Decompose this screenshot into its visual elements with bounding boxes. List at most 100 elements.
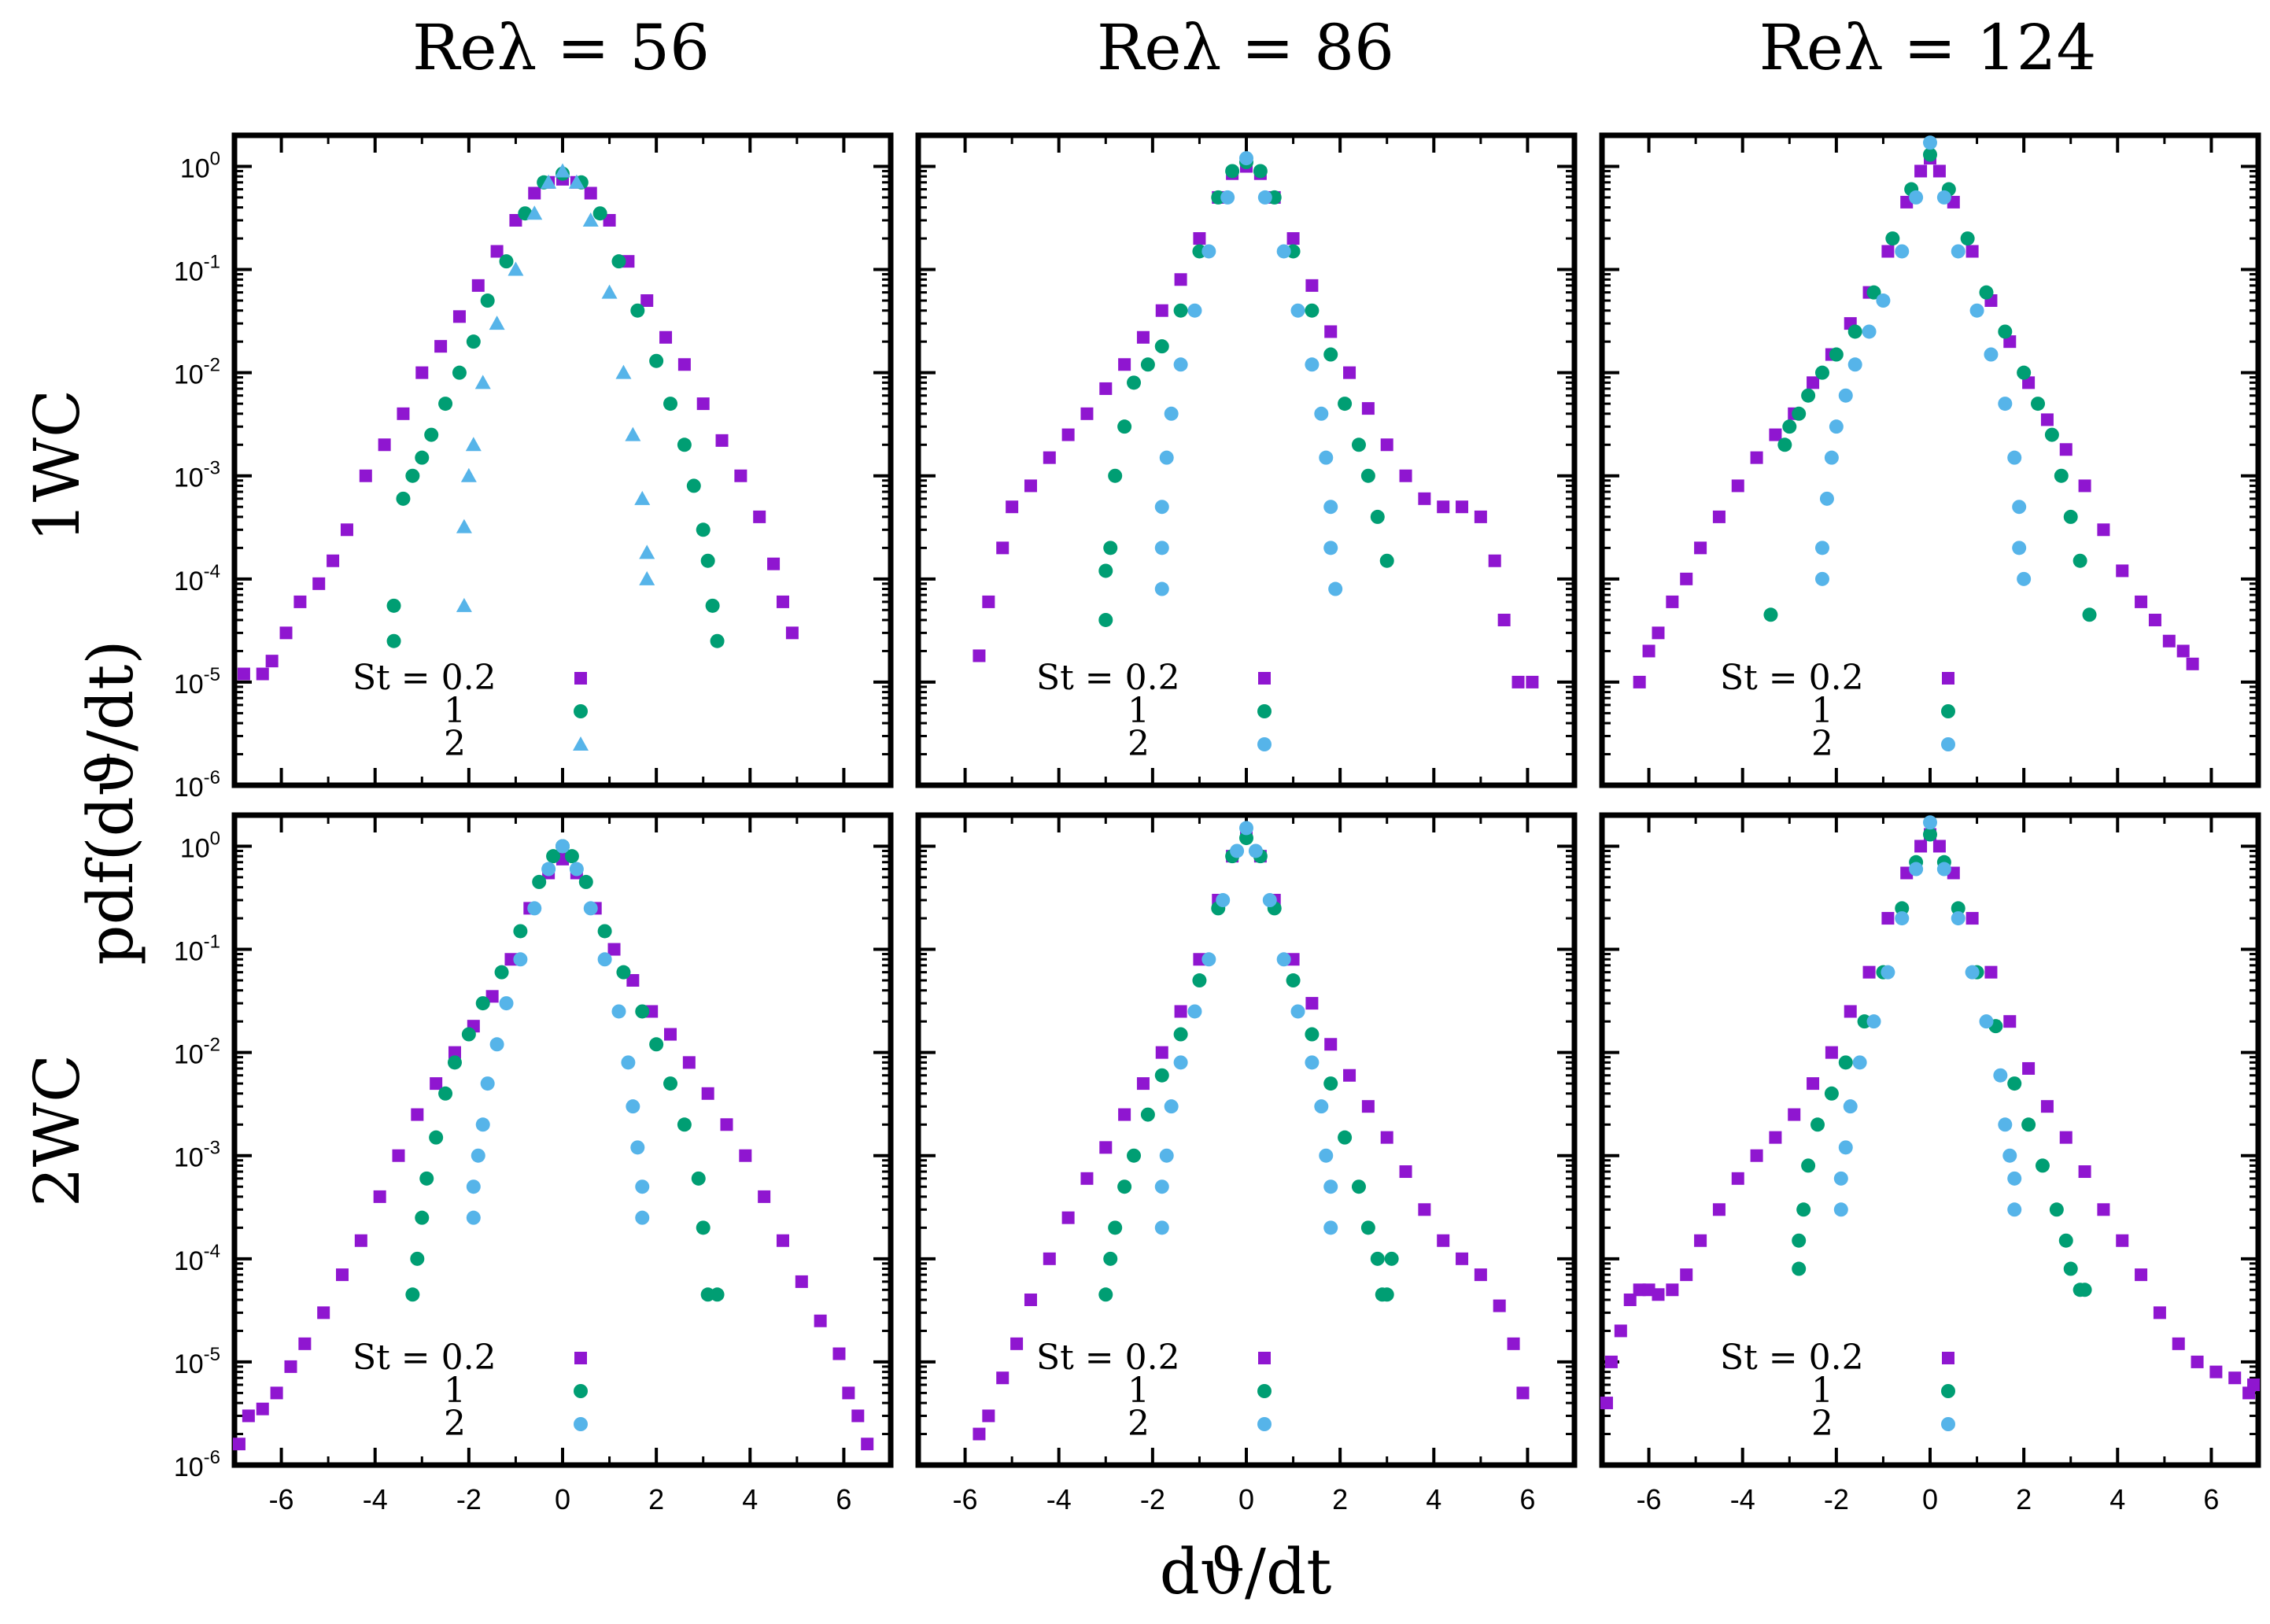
data-point-st-0-2 bbox=[1099, 382, 1113, 395]
legend-label: 2 bbox=[444, 1404, 466, 1444]
data-point-st-1 bbox=[419, 1171, 434, 1186]
data-point-st-1 bbox=[1379, 1287, 1394, 1302]
data-point-st-2 bbox=[456, 597, 472, 612]
data-point-st-2 bbox=[513, 952, 528, 967]
data-point-st-0-2 bbox=[1932, 840, 1946, 853]
data-point-st-0-2 bbox=[312, 577, 326, 590]
data-point-st-0-2 bbox=[1474, 510, 1487, 523]
data-point-st-1 bbox=[466, 334, 481, 349]
data-point-st-0-2 bbox=[1680, 1268, 1693, 1282]
data-point-st-2 bbox=[1998, 1117, 2013, 1132]
panel-1wc-col1: 10-6 10-5 10-4 10-3 10-2 10-1 100 St = 0.212 bbox=[174, 132, 894, 803]
legend-marker bbox=[574, 1352, 587, 1364]
legend-label: 1 bbox=[1128, 1371, 1150, 1411]
data-point-st-2 bbox=[1220, 190, 1235, 205]
data-point-st-1 bbox=[1173, 303, 1188, 318]
data-point-st-0-2 bbox=[973, 1427, 986, 1441]
data-point-st-2 bbox=[1323, 1179, 1338, 1194]
row-label-1wc: 1WC bbox=[20, 389, 94, 542]
legend-marker bbox=[1941, 1384, 1955, 1398]
data-point-st-0-2 bbox=[832, 1347, 846, 1360]
x-tick-label: 6 bbox=[836, 1483, 851, 1515]
data-point-st-1 bbox=[429, 1130, 444, 1145]
data-point-st-1 bbox=[480, 293, 495, 308]
data-point-st-0-2 bbox=[1024, 1293, 1037, 1306]
legend-label: 2 bbox=[1128, 724, 1150, 764]
legend-marker bbox=[574, 1417, 588, 1431]
data-point-st-0-2 bbox=[1881, 245, 1895, 258]
data-point-st-1 bbox=[663, 1076, 678, 1091]
data-point-st-0-2 bbox=[1474, 1268, 1487, 1282]
data-point-st-2 bbox=[1276, 952, 1291, 967]
data-point-st-0-2 bbox=[336, 1268, 349, 1282]
x-tick-label: 4 bbox=[742, 1483, 758, 1515]
legend-label: 2 bbox=[444, 724, 466, 764]
data-point-st-1 bbox=[424, 427, 439, 442]
data-point-st-2 bbox=[1965, 965, 1980, 980]
data-point-st-2 bbox=[1319, 1148, 1334, 1163]
data-point-st-2 bbox=[1154, 1220, 1169, 1235]
x-axis-label: dϑ/dt bbox=[1160, 1535, 1332, 1608]
data-point-st-0-2 bbox=[776, 595, 789, 608]
data-point-st-0-2 bbox=[1807, 376, 1820, 389]
data-point-st-0-2 bbox=[1024, 479, 1037, 493]
data-point-st-1 bbox=[696, 522, 711, 537]
data-point-st-1 bbox=[635, 1004, 650, 1019]
data-point-st-2 bbox=[1305, 357, 1320, 372]
data-point-st-1 bbox=[1305, 1027, 1320, 1042]
data-point-st-2 bbox=[1895, 244, 1910, 259]
panel-2wc-col3: -6 -4 -2 0 2 4 6St = 0.212 bbox=[1599, 812, 2261, 1515]
data-point-st-0-2 bbox=[2116, 564, 2129, 578]
y-tick-label: 100 bbox=[180, 148, 220, 183]
data-point-st-0-2 bbox=[1844, 1005, 1857, 1018]
data-point-st-2 bbox=[555, 163, 570, 178]
data-point-st-0-2 bbox=[378, 438, 391, 452]
data-point-st-0-2 bbox=[1193, 232, 1206, 245]
data-point-st-0-2 bbox=[1043, 1252, 1056, 1265]
data-point-st-0-2 bbox=[659, 330, 673, 344]
data-point-st-2 bbox=[1239, 821, 1253, 836]
data-point-st-0-2 bbox=[1118, 358, 1131, 371]
data-point-st-1 bbox=[696, 1220, 711, 1235]
data-point-st-0-2 bbox=[785, 626, 799, 640]
data-point-st-2 bbox=[1305, 1055, 1320, 1070]
legend-label: St = 0.2 bbox=[352, 1338, 496, 1378]
data-point-st-0-2 bbox=[640, 294, 654, 308]
x-tick-label: -2 bbox=[456, 1483, 482, 1515]
data-point-st-1 bbox=[2063, 1261, 2078, 1276]
x-tick-label: -6 bbox=[1637, 1483, 1662, 1515]
data-point-st-1 bbox=[597, 924, 612, 939]
panel-2wc-col1: 10-6 10-5 10-4 10-3 10-2 10-1 100 -6 -4 -2 0 2 4 6 St … bbox=[174, 812, 894, 1515]
data-point-st-2 bbox=[1154, 581, 1169, 596]
data-point-st-1 bbox=[1253, 164, 1268, 179]
data-point-st-0-2 bbox=[1652, 1288, 1665, 1301]
data-point-st-2 bbox=[1829, 419, 1844, 434]
x-tick-label: -4 bbox=[1046, 1483, 1072, 1515]
data-point-st-0-2 bbox=[298, 1337, 312, 1350]
legend-label: St = 0.2 bbox=[1720, 658, 1864, 698]
data-point-st-1 bbox=[1117, 419, 1132, 434]
data-point-st-2 bbox=[1154, 1179, 1169, 1194]
data-point-st-1 bbox=[1384, 1251, 1399, 1266]
data-point-st-2 bbox=[1951, 911, 1965, 926]
data-point-st-0-2 bbox=[2191, 1355, 2204, 1368]
data-point-st-0-2 bbox=[528, 186, 541, 200]
data-point-st-0-2 bbox=[1043, 451, 1056, 464]
plot-frame bbox=[915, 812, 1578, 1468]
data-point-st-1 bbox=[630, 303, 645, 318]
series-group bbox=[1633, 135, 2199, 688]
data-point-st-0-2 bbox=[1080, 1172, 1094, 1185]
data-point-st-0-2 bbox=[1361, 402, 1375, 415]
data-point-st-1 bbox=[494, 965, 509, 980]
data-point-st-0-2 bbox=[767, 557, 781, 570]
data-point-st-0-2 bbox=[1136, 1077, 1150, 1091]
data-point-st-0-2 bbox=[2078, 479, 2091, 493]
data-point-st-0-2 bbox=[1666, 1283, 1679, 1297]
data-point-st-2 bbox=[1979, 1014, 1994, 1029]
data-point-st-1 bbox=[1360, 1220, 1375, 1235]
data-point-st-2 bbox=[1881, 965, 1895, 980]
data-point-st-1 bbox=[616, 965, 631, 980]
data-point-st-0-2 bbox=[415, 366, 429, 379]
data-point-st-0-2 bbox=[1788, 1108, 1801, 1121]
